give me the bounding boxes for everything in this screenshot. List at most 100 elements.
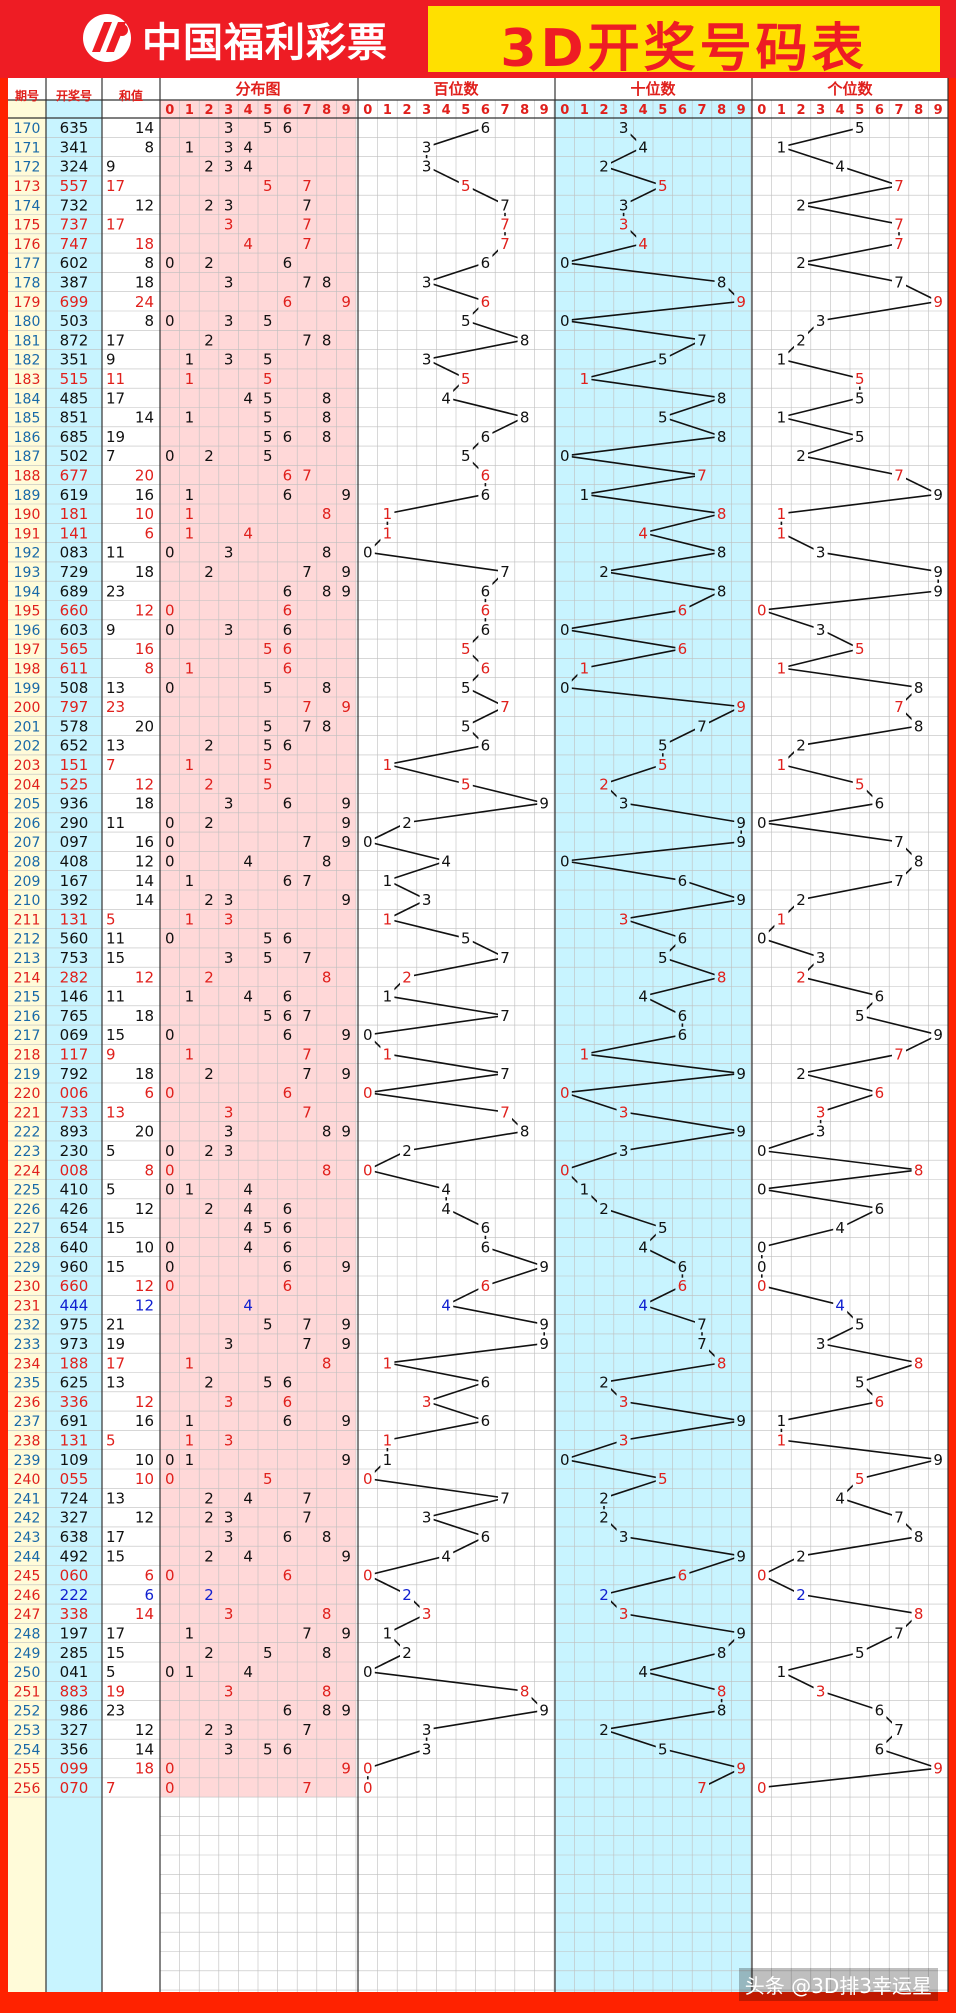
distribution-digit: 7	[302, 196, 312, 214]
digit-marker-bg	[675, 1258, 690, 1275]
sum-value: 13	[106, 737, 125, 755]
hundreds-digit: 4	[441, 1200, 451, 1218]
sum-value: 18	[135, 1007, 154, 1025]
tens-digit: 6	[678, 1026, 688, 1044]
distribution-digit: 5	[263, 775, 273, 793]
distribution-digit: 6	[283, 582, 293, 600]
table-row: 228 640 10 640 6 4 0	[14, 1238, 769, 1256]
distribution-digit: 1	[185, 351, 195, 369]
distribution-digit: 1	[185, 1431, 195, 1449]
issue-number: 250	[14, 1665, 41, 1681]
distribution-digit: 9	[341, 1065, 351, 1083]
distribution-digit: 6	[283, 795, 293, 813]
digit-marker-bg	[774, 409, 789, 426]
digit-header: 6	[678, 103, 687, 118]
digit-marker-bg	[537, 795, 552, 812]
digit-marker-bg	[872, 988, 887, 1005]
digit-marker-bg	[360, 1663, 375, 1680]
sum-value: 13	[106, 1103, 125, 1121]
table-row: 217 069 15 0 6 9 0 6 9	[14, 1026, 946, 1044]
tens-digit: 6	[678, 1258, 688, 1276]
digit-marker-bg	[636, 988, 651, 1005]
digit-header: 7	[894, 103, 903, 118]
digit-marker-bg	[419, 1740, 434, 1757]
issue-number: 226	[14, 1202, 41, 1218]
hundreds-digit: 6	[481, 621, 491, 639]
table-row: 213 753 15 753 7 5 3	[14, 949, 828, 967]
digit-marker-bg	[478, 1528, 493, 1545]
digit-header: 7	[500, 103, 509, 118]
units-digit: 1	[777, 409, 787, 427]
digit-marker-bg	[498, 196, 512, 213]
hundreds-digit: 1	[383, 505, 393, 523]
sum-value: 6	[144, 1084, 154, 1102]
units-digit: 3	[816, 1103, 826, 1121]
tens-digit: 0	[560, 1451, 570, 1469]
digit-marker-bg	[714, 582, 729, 599]
draw-number: 006	[60, 1084, 89, 1102]
distribution-digit: 6	[283, 1374, 293, 1392]
tens-digit: 6	[678, 930, 688, 948]
distribution-digit: 7	[302, 698, 312, 716]
distribution-digit: 6	[283, 1393, 293, 1411]
distribution-digit: 7	[302, 331, 312, 349]
distribution-digit: 0	[165, 1470, 175, 1488]
hundreds-digit: 2	[402, 1142, 412, 1160]
sum-value: 8	[144, 254, 154, 272]
table-row: 219 792 18 7 92 7 9 2	[14, 1065, 808, 1083]
table-row: 195 660 12 60 6 6 0	[14, 602, 769, 620]
distribution-digit: 2	[204, 196, 214, 214]
units-digit: 0	[757, 1258, 767, 1276]
distribution-digit: 6	[283, 737, 293, 755]
digit-marker-bg	[931, 293, 946, 310]
digit-header: 2	[599, 103, 608, 118]
distribution-digit: 4	[243, 235, 253, 253]
digit-marker-bg	[400, 1644, 414, 1661]
distribution-digit: 8	[322, 331, 332, 349]
digit-marker-bg	[774, 910, 789, 927]
tens-digit: 4	[638, 235, 648, 253]
distribution-digit: 2	[204, 254, 214, 272]
tens-digit: 5	[658, 737, 668, 755]
distribution-digit: 3	[224, 216, 234, 234]
digit-marker-bg	[400, 1586, 414, 1603]
table-row: 236 336 12 3 6 3 3 6	[14, 1393, 887, 1411]
digit-marker-bg	[557, 254, 572, 271]
tens-digit: 3	[619, 119, 629, 137]
sum-value: 17	[106, 331, 125, 349]
digit-marker-bg	[931, 563, 946, 580]
issue-number: 247	[14, 1607, 41, 1623]
tens-digit: 8	[717, 1354, 727, 1372]
digit-header: 2	[402, 103, 411, 118]
table-row: 201 578 20 5 7 8 5 7 8	[14, 717, 926, 735]
digit-marker-bg	[911, 1605, 926, 1622]
distribution-digit: 2	[204, 737, 214, 755]
issue-column-bg	[8, 100, 46, 1798]
digit-marker-bg	[734, 1547, 749, 1564]
digit-marker-bg	[675, 640, 690, 657]
digit-marker-bg	[636, 524, 651, 541]
hundreds-digit: 6	[481, 119, 491, 137]
distribution-digit: 3	[224, 1142, 234, 1160]
units-digit: 2	[796, 1547, 806, 1565]
digit-marker-bg	[734, 698, 749, 715]
table-row: 175 737 17 73 7 3 7	[14, 216, 906, 234]
tens-digit: 7	[697, 717, 707, 735]
table-row: 254 356 14 3 5 6 3 5 6	[14, 1740, 887, 1758]
table-row: 176 747 18 74 7 4 7	[14, 235, 906, 253]
digit-marker-bg	[852, 389, 867, 406]
draw-number: 724	[60, 1489, 89, 1507]
sum-value: 8	[144, 1161, 154, 1179]
sum-value: 18	[135, 1760, 154, 1778]
digit-marker-bg	[794, 968, 808, 985]
table-row: 235 625 13 62 5 6 2 5	[14, 1374, 867, 1392]
draw-number: 654	[60, 1219, 89, 1237]
hundreds-digit: 3	[422, 1605, 432, 1623]
draw-number: 677	[60, 466, 89, 484]
draw-number: 351	[60, 351, 89, 369]
hundreds-digit: 2	[402, 968, 412, 986]
digit-header: 4	[442, 103, 451, 118]
distribution-digit: 4	[243, 1663, 253, 1681]
units-digit: 7	[894, 177, 904, 195]
sum-value: 18	[135, 795, 154, 813]
